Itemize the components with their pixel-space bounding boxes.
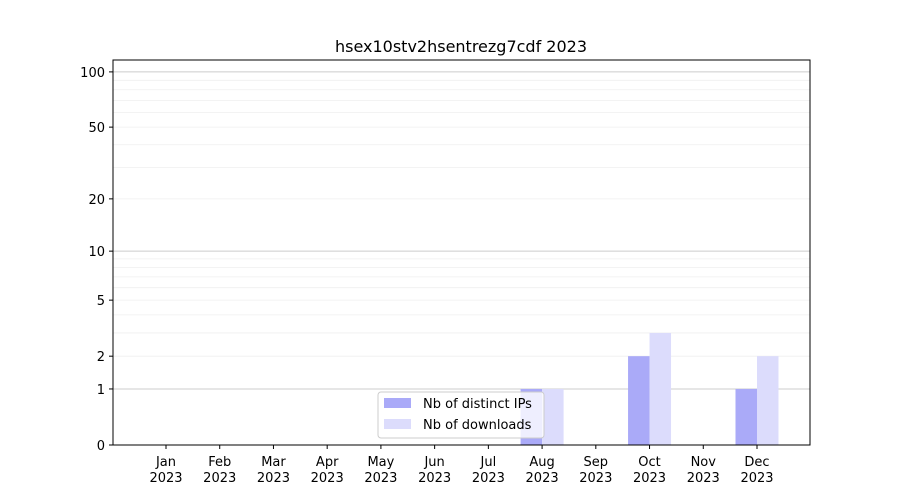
x-tick-label: 2023	[364, 471, 397, 486]
bar-downloads	[649, 332, 672, 445]
legend-swatch	[384, 398, 411, 408]
x-tick-label: Nov	[691, 455, 717, 470]
y-tick-label: 50	[88, 121, 105, 136]
x-tick-label: 2023	[257, 471, 290, 486]
y-tick-label: 100	[80, 66, 105, 81]
y-tick-label: 5	[97, 294, 105, 309]
x-tick-label: Aug	[529, 455, 554, 470]
x-tick-label: 2023	[418, 471, 451, 486]
x-tick-label: Dec	[744, 455, 769, 470]
y-tick-label: 10	[88, 245, 105, 260]
x-tick-label: Oct	[638, 455, 660, 470]
y-tick-label: 1	[97, 383, 105, 398]
plot-frame	[112, 59, 811, 446]
x-tick-label: 2023	[311, 471, 344, 486]
x-tick-label: Jan	[155, 455, 176, 470]
x-tick-label: May	[367, 455, 394, 470]
x-tick-label: Apr	[316, 455, 339, 470]
legend-swatch	[384, 419, 411, 429]
x-tick-label: 2023	[740, 471, 773, 486]
x-tick-label: 2023	[687, 471, 720, 486]
x-tick-label: 2023	[472, 471, 505, 486]
x-tick-label: 2023	[579, 471, 612, 486]
x-tick-label: Sep	[584, 455, 609, 470]
legend-label: Nb of downloads	[423, 418, 532, 433]
y-tick-label: 0	[97, 439, 105, 454]
x-tick-label: 2023	[203, 471, 236, 486]
bar-distinct-ips	[735, 388, 757, 445]
bar-downloads	[757, 356, 779, 445]
y-tick-label: 2	[97, 350, 105, 365]
x-tick-label: 2023	[633, 471, 666, 486]
x-tick-label: Jun	[423, 455, 444, 470]
legend-box	[377, 391, 545, 439]
bar-downloads	[542, 388, 564, 445]
legend: Nb of distinct IPs Nb of downloads	[377, 391, 545, 439]
x-tick-label: Mar	[261, 455, 286, 470]
chart-title: hsex10stv2hsentrezg7cdf 2023	[335, 37, 587, 56]
x-tick-label: 2023	[526, 471, 559, 486]
y-tick-label: 20	[88, 193, 105, 208]
x-tick-label: Jul	[480, 455, 497, 470]
x-tick-label: 2023	[149, 471, 182, 486]
legend-label: Nb of distinct IPs	[423, 397, 532, 412]
x-tick-label: Feb	[208, 455, 231, 470]
bar-distinct-ips	[628, 356, 650, 445]
